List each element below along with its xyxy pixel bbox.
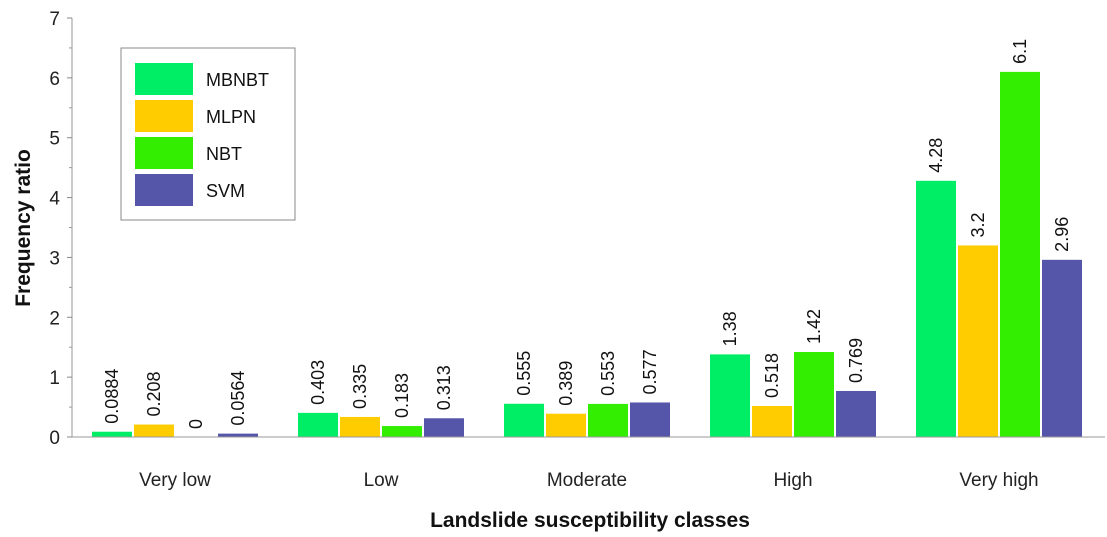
y-tick-label: 6 xyxy=(49,69,60,90)
legend-swatch-nbt xyxy=(135,137,193,169)
bars-layer xyxy=(92,71,1082,437)
data-label-svm-moderate: 0.577 xyxy=(640,349,660,394)
data-label-nbt-very-high: 6.1 xyxy=(1010,39,1030,64)
bar-svm-moderate xyxy=(630,402,670,437)
bar-mbnbt-low xyxy=(298,412,338,437)
x-axis-title: Landslide susceptibility classes xyxy=(430,509,750,532)
y-tick-label: 3 xyxy=(49,248,60,269)
y-tick-label: 1 xyxy=(49,368,60,389)
data-label-mlpn-very-low: 0.208 xyxy=(144,372,164,417)
data-label-mbnbt-high: 1.38 xyxy=(720,311,740,346)
data-label-svm-very-low: 0.0564 xyxy=(228,371,248,426)
data-label-nbt-moderate: 0.553 xyxy=(598,351,618,396)
x-ticks: Very low Low Moderate High Very high xyxy=(139,470,1039,491)
legend-swatch-mlpn xyxy=(135,100,193,132)
bar-mbnbt-very-high xyxy=(916,180,956,437)
bar-mlpn-low xyxy=(340,416,380,437)
data-label-mlpn-very-high: 3.2 xyxy=(968,212,988,237)
y-tick-label: 4 xyxy=(49,189,60,210)
data-label-mbnbt-low: 0.403 xyxy=(308,360,328,405)
legend-label-nbt: NBT xyxy=(206,144,242,164)
legend-swatch-svm xyxy=(135,174,193,206)
data-label-mbnbt-very-high: 4.28 xyxy=(926,138,946,173)
legend-label-svm: SVM xyxy=(206,181,245,201)
bar-mbnbt-moderate xyxy=(504,403,544,437)
data-label-svm-low: 0.313 xyxy=(434,365,454,410)
x-tick-label: Low xyxy=(364,470,399,491)
data-label-mlpn-moderate: 0.389 xyxy=(556,361,576,406)
legend-swatch-mbnbt xyxy=(135,63,193,95)
bar-mlpn-very-high xyxy=(958,245,998,437)
data-label-svm-very-high: 2.96 xyxy=(1052,217,1072,252)
bar-svm-very-high xyxy=(1042,259,1082,437)
y-axis-title: Frequency ratio xyxy=(12,149,35,307)
data-label-nbt-low: 0.183 xyxy=(392,373,412,418)
x-tick-label: Moderate xyxy=(547,470,627,491)
bar-svm-high xyxy=(836,390,876,437)
bar-svm-low xyxy=(424,418,464,437)
legend: MBNBT MLPN NBT SVM xyxy=(120,47,296,221)
x-tick-label: Very high xyxy=(959,470,1038,491)
y-tick-label: 2 xyxy=(49,308,60,329)
bar-nbt-moderate xyxy=(588,403,628,437)
data-label-mbnbt-very-low: 0.0884 xyxy=(102,369,122,424)
data-label-mlpn-low: 0.335 xyxy=(350,364,370,409)
data-label-mbnbt-moderate: 0.555 xyxy=(514,351,534,396)
bar-mlpn-high xyxy=(752,405,792,437)
data-label-svm-high: 0.769 xyxy=(846,338,866,383)
y-tick-label: 7 xyxy=(49,9,60,30)
y-tick-label: 0 xyxy=(49,428,60,449)
data-label-nbt-high: 1.42 xyxy=(804,309,824,344)
bar-nbt-high xyxy=(794,352,834,437)
data-label-mlpn-high: 0.518 xyxy=(762,353,782,398)
bar-nbt-low xyxy=(382,426,422,437)
bar-mbnbt-very-low xyxy=(92,431,132,437)
legend-label-mlpn: MLPN xyxy=(206,107,256,127)
legend-label-mbnbt: MBNBT xyxy=(206,70,269,90)
bar-svm-very-low xyxy=(218,433,258,437)
bar-nbt-very-high xyxy=(1000,71,1040,437)
x-tick-label: High xyxy=(773,470,812,491)
data-labels: 0.0884 0.208 0 0.0564 0.403 0.335 0.183 0.313 0.… xyxy=(102,39,1072,429)
bar-mbnbt-high xyxy=(710,354,750,437)
data-label-nbt-very-low: 0 xyxy=(186,419,206,429)
y-tick-label: 5 xyxy=(49,129,60,150)
x-tick-label: Very low xyxy=(139,470,211,491)
bar-mlpn-moderate xyxy=(546,413,586,437)
bar-mlpn-very-low xyxy=(134,424,174,437)
y-ticks: 0 1 2 3 4 5 6 7 xyxy=(49,9,72,449)
